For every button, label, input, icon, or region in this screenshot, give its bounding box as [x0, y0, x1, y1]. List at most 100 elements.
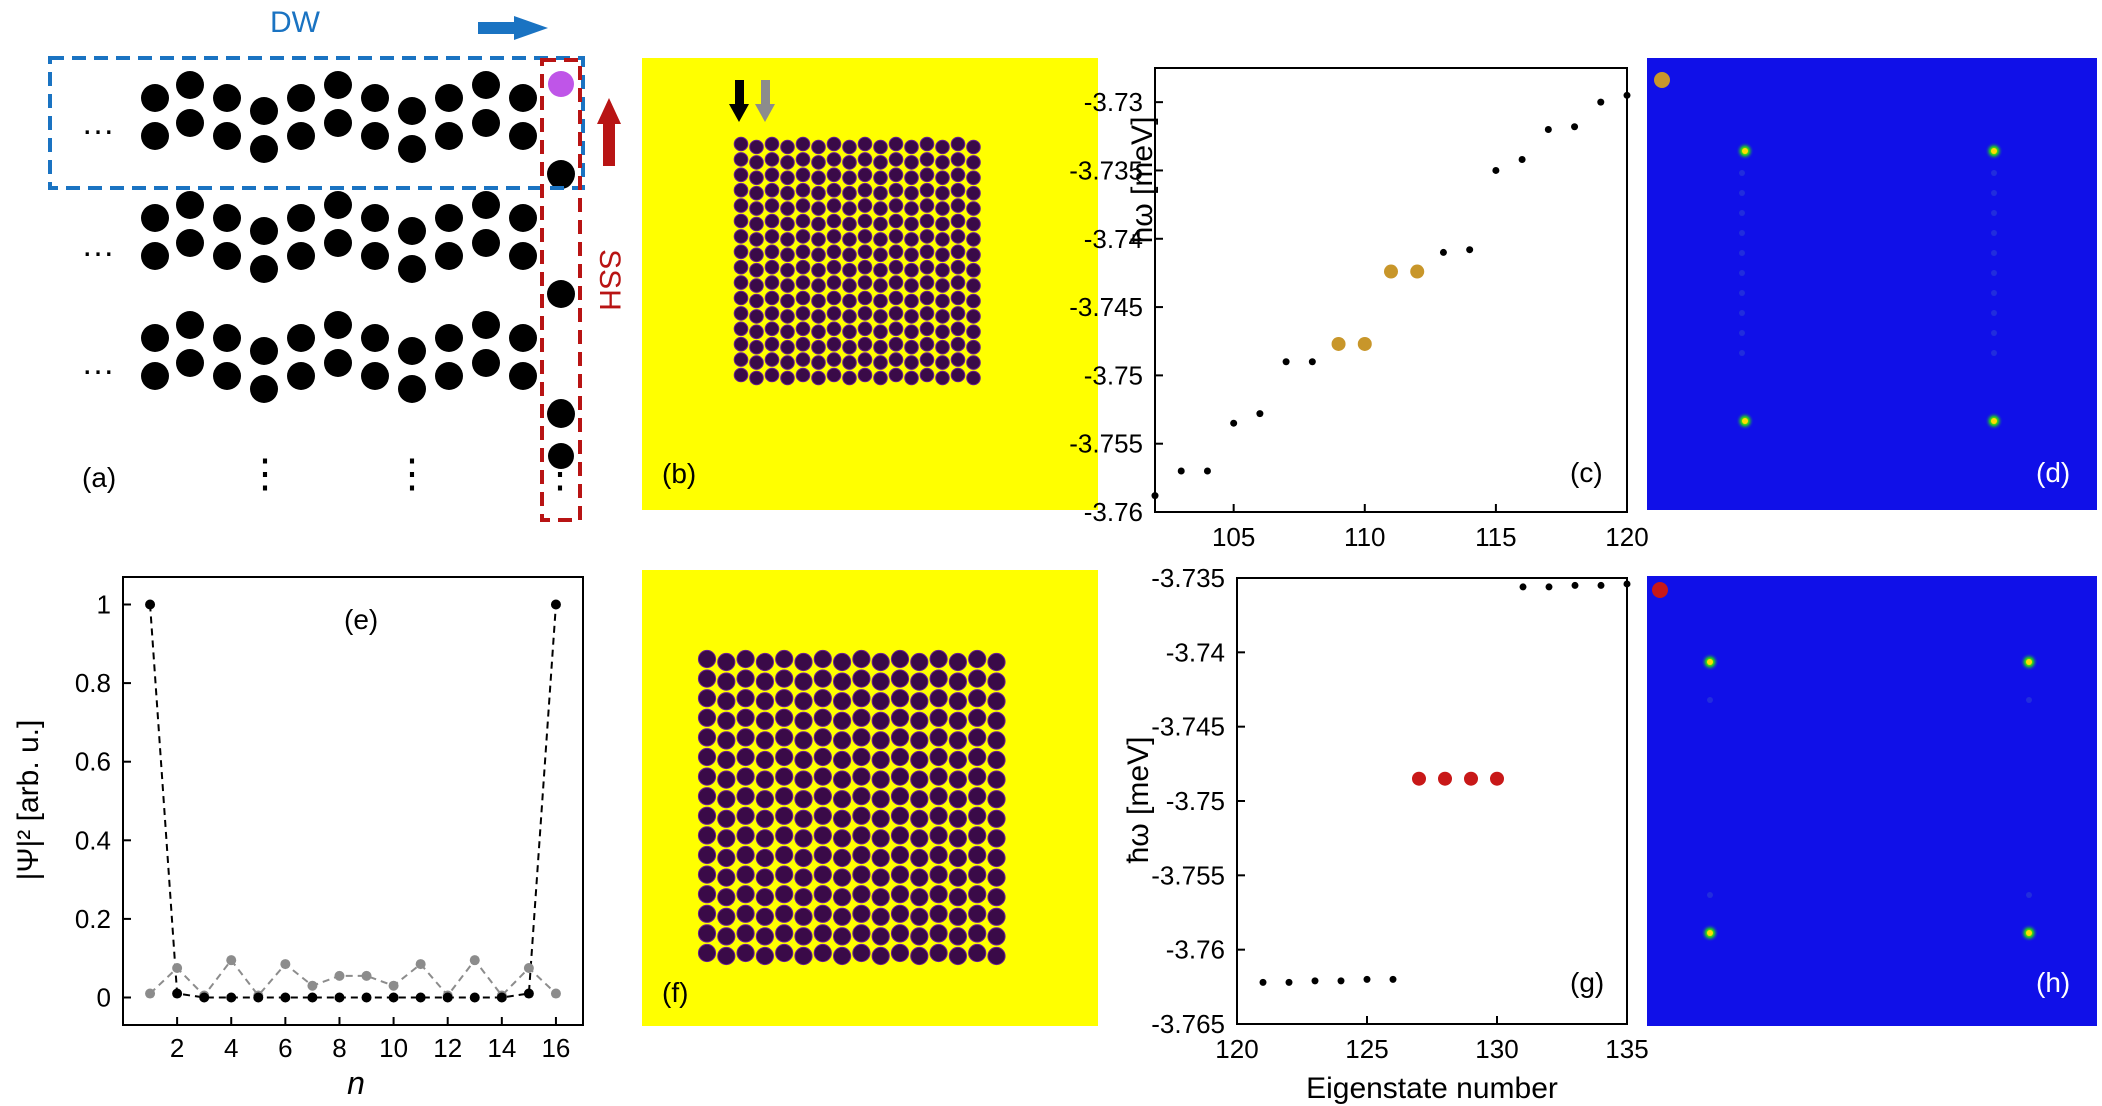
lattice-site	[813, 904, 832, 923]
lattice-site	[717, 790, 736, 809]
lattice-dot	[324, 71, 352, 99]
lattice-site	[857, 167, 873, 183]
panel-f-lattice: (f)	[642, 570, 1098, 1026]
lattice-site	[888, 306, 904, 321]
schematic-lattice	[141, 71, 575, 469]
lattice-site	[857, 352, 873, 367]
data-point-black	[496, 992, 507, 1003]
ssh-box	[540, 58, 582, 522]
lattice-site	[733, 182, 749, 198]
lattice-dot	[361, 84, 389, 112]
lattice-site	[775, 806, 794, 825]
data-point-black	[469, 992, 480, 1003]
lattice-site	[826, 336, 842, 352]
faint-peak	[1991, 290, 1997, 296]
data-point	[1230, 419, 1238, 427]
lattice-dot	[250, 135, 278, 163]
lattice-site	[948, 809, 968, 828]
lattice-site	[813, 689, 832, 708]
faint-peak	[1739, 210, 1745, 216]
faint-peak	[1739, 350, 1745, 356]
lattice-site	[795, 198, 811, 213]
lattice-site	[871, 927, 890, 946]
plot-frame	[1154, 67, 1628, 513]
lattice-site	[888, 152, 904, 167]
lattice-site	[871, 809, 890, 828]
lattice-site	[987, 770, 1006, 789]
lattice-site	[794, 731, 813, 750]
y-tick-label: -3.745	[1151, 712, 1225, 742]
lattice-site	[764, 275, 780, 290]
lattice-site	[736, 845, 755, 865]
lattice-site	[873, 339, 888, 355]
lattice-site	[764, 213, 780, 229]
lattice-site	[795, 244, 811, 260]
ssh-dot	[548, 443, 574, 469]
y-tick-label: -3.76	[1166, 935, 1225, 965]
lattice-site	[775, 728, 794, 747]
lattice-site	[755, 927, 775, 946]
data-point-gray	[280, 959, 291, 970]
lattice-site	[857, 213, 873, 229]
lattice-sites	[697, 649, 1006, 966]
lattice-site	[935, 370, 950, 386]
lattice-site	[857, 152, 873, 167]
lattice-dot	[176, 191, 204, 219]
lattice-site	[736, 826, 755, 845]
data-point-gray	[550, 988, 561, 999]
lattice-site	[873, 247, 888, 263]
lattice-site	[749, 324, 764, 340]
lattice-site	[904, 355, 919, 370]
lattice-site	[904, 155, 919, 170]
lattice-site	[733, 321, 749, 337]
x-tick-label: 105	[1212, 522, 1255, 552]
lattice-site	[795, 136, 811, 152]
lattice-dot	[141, 324, 169, 352]
ellipsis-col-3: ⋮	[540, 452, 580, 496]
series-line-black	[149, 604, 557, 999]
lattice-site	[910, 790, 929, 809]
data-point	[1623, 91, 1631, 99]
y-tick-label: -3.735	[1069, 155, 1143, 185]
lattice-dot	[509, 324, 537, 352]
y-tick-label: -3.755	[1069, 429, 1143, 459]
lattice-site	[919, 229, 935, 244]
lattice-site	[755, 750, 775, 770]
lattice-site	[811, 262, 826, 278]
lattice-site	[890, 649, 910, 669]
lattice-site	[929, 689, 948, 708]
lattice-site	[811, 309, 826, 324]
lattice-site	[717, 946, 736, 966]
lattice-site	[852, 787, 871, 806]
mode-peak-center	[1707, 659, 1713, 665]
lattice-site	[775, 649, 794, 669]
lattice-site	[833, 946, 852, 966]
lattice-site	[919, 198, 935, 213]
mode-background	[1647, 58, 2097, 510]
faint-peak	[1991, 170, 1997, 176]
lattice-site	[919, 182, 935, 198]
lattice-site	[919, 352, 935, 367]
lattice-site	[755, 829, 775, 848]
lattice-site	[950, 290, 966, 306]
lattice-site	[929, 649, 948, 669]
lattice-site	[873, 216, 888, 232]
faint-peak	[1707, 697, 1713, 703]
x-tick-label: 120	[1215, 1034, 1258, 1064]
faint-peak	[1739, 290, 1745, 296]
data-point	[1177, 467, 1185, 475]
lattice-site	[948, 868, 968, 887]
x-tick-label: 115	[1475, 522, 1516, 552]
y-tick-label: -3.765	[1151, 1009, 1225, 1039]
lattice-site	[795, 306, 811, 321]
x-tick-label: 4	[224, 1033, 238, 1063]
lattice-site	[935, 216, 950, 232]
lattice-site	[948, 790, 968, 809]
lattice-site	[755, 848, 775, 868]
lattice-site	[890, 826, 910, 845]
lattice-site	[890, 943, 910, 963]
y-tick-label: 0.6	[75, 747, 111, 777]
lattice-site	[873, 309, 888, 324]
ellipsis-col-1: ⋮	[245, 452, 285, 496]
lattice-site	[910, 907, 929, 926]
